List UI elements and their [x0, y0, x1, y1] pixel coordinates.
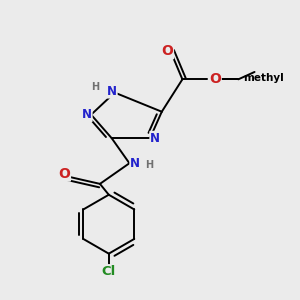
Text: N: N — [107, 85, 117, 98]
Text: H: H — [92, 82, 100, 92]
Text: N: N — [150, 132, 160, 145]
Text: methyl: methyl — [243, 73, 284, 83]
Text: N: N — [130, 157, 140, 170]
Text: H: H — [145, 160, 154, 170]
Text: O: O — [58, 167, 70, 181]
Text: O: O — [161, 44, 173, 58]
Text: Cl: Cl — [102, 265, 116, 278]
Text: N: N — [82, 108, 92, 121]
Text: O: O — [209, 72, 221, 86]
